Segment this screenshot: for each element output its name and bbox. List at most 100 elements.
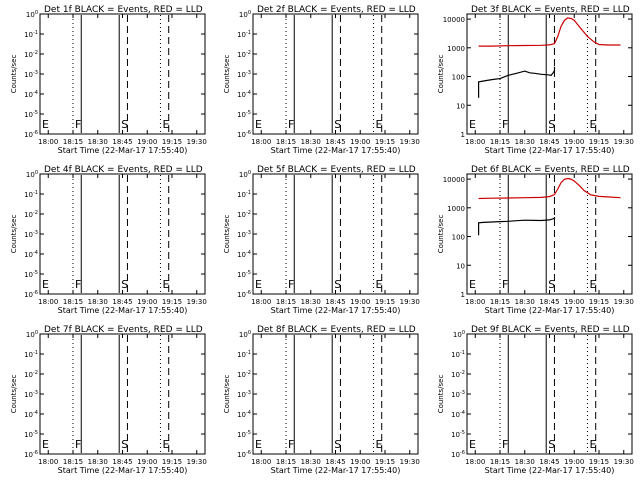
- y-tick-label: 10-5: [24, 110, 38, 119]
- x-tick-label: 19:30: [614, 458, 634, 466]
- x-tick-label: 18:15: [63, 138, 83, 146]
- y-tick-label: 10-3: [24, 230, 38, 239]
- y-tick-label: 10-4: [237, 410, 251, 419]
- y-tick-label: 10-2: [24, 210, 38, 219]
- x-tick-label: 18:15: [63, 298, 83, 306]
- y-axis-label: Counts/sec: [10, 215, 18, 254]
- x-tick-label: 18:00: [251, 458, 271, 466]
- panel-title: Det 9f BLACK = Events, RED = LLD: [471, 325, 630, 335]
- panel-title: Det 4f BLACK = Events, RED = LLD: [44, 165, 203, 175]
- y-tick-label: 10-6: [237, 290, 251, 299]
- y-tick-label: 100: [452, 74, 465, 82]
- panel-title: Det 8f BLACK = Events, RED = LLD: [257, 325, 416, 335]
- x-tick-label: 19:00: [564, 138, 584, 146]
- marker-label: E: [469, 438, 476, 451]
- y-axis-label: Counts/sec: [223, 215, 231, 254]
- y-tick-label: 10-4: [237, 90, 251, 99]
- x-tick-label: 18:00: [38, 298, 58, 306]
- x-tick-label: 18:30: [301, 298, 321, 306]
- x-tick-label: 18:45: [325, 458, 345, 466]
- marker-label: F: [288, 438, 294, 451]
- panel-title: Det 6f BLACK = Events, RED = LLD: [471, 165, 630, 175]
- panel-det-6f: Det 6f BLACK = Events, RED = LLD 1 10 100 10…: [437, 165, 634, 315]
- x-tick-label: 19:15: [589, 138, 609, 146]
- x-tick-label: 18:00: [251, 298, 271, 306]
- plot-frame: [466, 173, 633, 295]
- x-tick-label: 19:00: [564, 458, 584, 466]
- y-tick-label: 10-5: [451, 430, 465, 439]
- plot-frame: [252, 333, 419, 455]
- marker-label: E: [42, 118, 49, 131]
- y-tick-label: 10-5: [237, 430, 251, 439]
- x-tick-label: 18:45: [325, 298, 345, 306]
- x-axis-label: Start Time (22-Mar-17 17:55:40): [485, 146, 615, 155]
- x-tick-label: 18:30: [88, 458, 108, 466]
- marker-label: F: [288, 118, 294, 131]
- y-tick-label: 10-2: [24, 370, 38, 379]
- x-tick-label: 19:30: [614, 298, 634, 306]
- y-tick-label: 10-5: [237, 110, 251, 119]
- x-tick-label: 18:45: [539, 298, 559, 306]
- y-axis-label: Counts/sec: [10, 375, 18, 414]
- marker-label: E: [589, 118, 596, 131]
- y-tick-label: 10-4: [237, 250, 251, 259]
- x-tick-label: 19:15: [162, 298, 182, 306]
- x-tick-label: 18:00: [38, 138, 58, 146]
- panel-det-5f: Det 5f BLACK = Events, RED = LLD 100 10-1 1…: [223, 165, 420, 315]
- y-tick-label: 10-3: [237, 390, 251, 399]
- y-tick-label: 10-3: [451, 390, 465, 399]
- x-tick-label: 18:45: [112, 298, 132, 306]
- y-tick-label: 100: [26, 330, 38, 339]
- x-axis-label: Start Time (22-Mar-17 17:55:40): [58, 466, 188, 475]
- panel-title: Det 7f BLACK = Events, RED = LLD: [44, 325, 203, 335]
- x-tick-label: 18:30: [88, 298, 108, 306]
- marker-label: F: [502, 278, 508, 291]
- x-tick-label: 18:15: [490, 298, 510, 306]
- y-tick-label: 10-3: [24, 70, 38, 79]
- y-tick-label: 100: [239, 170, 251, 179]
- x-tick-label: 18:30: [88, 138, 108, 146]
- x-tick-label: 19:00: [137, 138, 157, 146]
- series-line: [478, 17, 621, 47]
- y-tick-label: 10: [456, 102, 465, 110]
- x-tick-label: 18:15: [276, 138, 296, 146]
- marker-label: E: [162, 118, 169, 131]
- y-tick-label: 10-1: [237, 190, 251, 199]
- y-tick-label: 10-1: [24, 350, 38, 359]
- x-axis-label: Start Time (22-Mar-17 17:55:40): [485, 466, 615, 475]
- y-tick-label: 100: [26, 170, 38, 179]
- marker-label: E: [162, 278, 169, 291]
- panel-det-9f: Det 9f BLACK = Events, RED = LLD 100 10-1 1…: [437, 325, 634, 475]
- y-tick-label: 10-4: [24, 410, 38, 419]
- x-tick-label: 19:15: [375, 138, 395, 146]
- marker-label: E: [375, 438, 382, 451]
- marker-label: S: [334, 278, 341, 291]
- x-axis-label: Start Time (22-Mar-17 17:55:40): [271, 306, 401, 315]
- y-tick-label: 10-4: [24, 250, 38, 259]
- x-tick-label: 18:00: [251, 138, 271, 146]
- y-tick-label: 10-5: [237, 270, 251, 279]
- x-tick-label: 19:30: [614, 138, 634, 146]
- x-tick-label: 19:15: [162, 138, 182, 146]
- panel-det-2f: Det 2f BLACK = Events, RED = LLD 100 10-1 1…: [223, 5, 420, 155]
- x-tick-label: 18:30: [301, 458, 321, 466]
- panel-det-4f: Det 4f BLACK = Events, RED = LLD 100 10-1 1…: [10, 165, 207, 315]
- marker-label: E: [162, 438, 169, 451]
- plot-frame: [39, 13, 206, 135]
- y-tick-label: 10-5: [24, 430, 38, 439]
- y-tick-label: 10-3: [237, 70, 251, 79]
- y-tick-label: 10-4: [24, 90, 38, 99]
- x-axis-label: Start Time (22-Mar-17 17:55:40): [58, 306, 188, 315]
- x-tick-label: 18:30: [301, 138, 321, 146]
- marker-label: F: [75, 278, 81, 291]
- y-tick-label: 100: [239, 10, 251, 19]
- y-axis-label: Counts/sec: [437, 55, 445, 94]
- x-tick-label: 18:00: [465, 458, 485, 466]
- marker-label: S: [334, 118, 341, 131]
- y-tick-label: 10-3: [24, 390, 38, 399]
- y-axis-label: Counts/sec: [437, 215, 445, 254]
- y-tick-label: 10000: [443, 176, 465, 184]
- marker-label: S: [548, 118, 555, 131]
- y-tick-label: 10-6: [237, 130, 251, 139]
